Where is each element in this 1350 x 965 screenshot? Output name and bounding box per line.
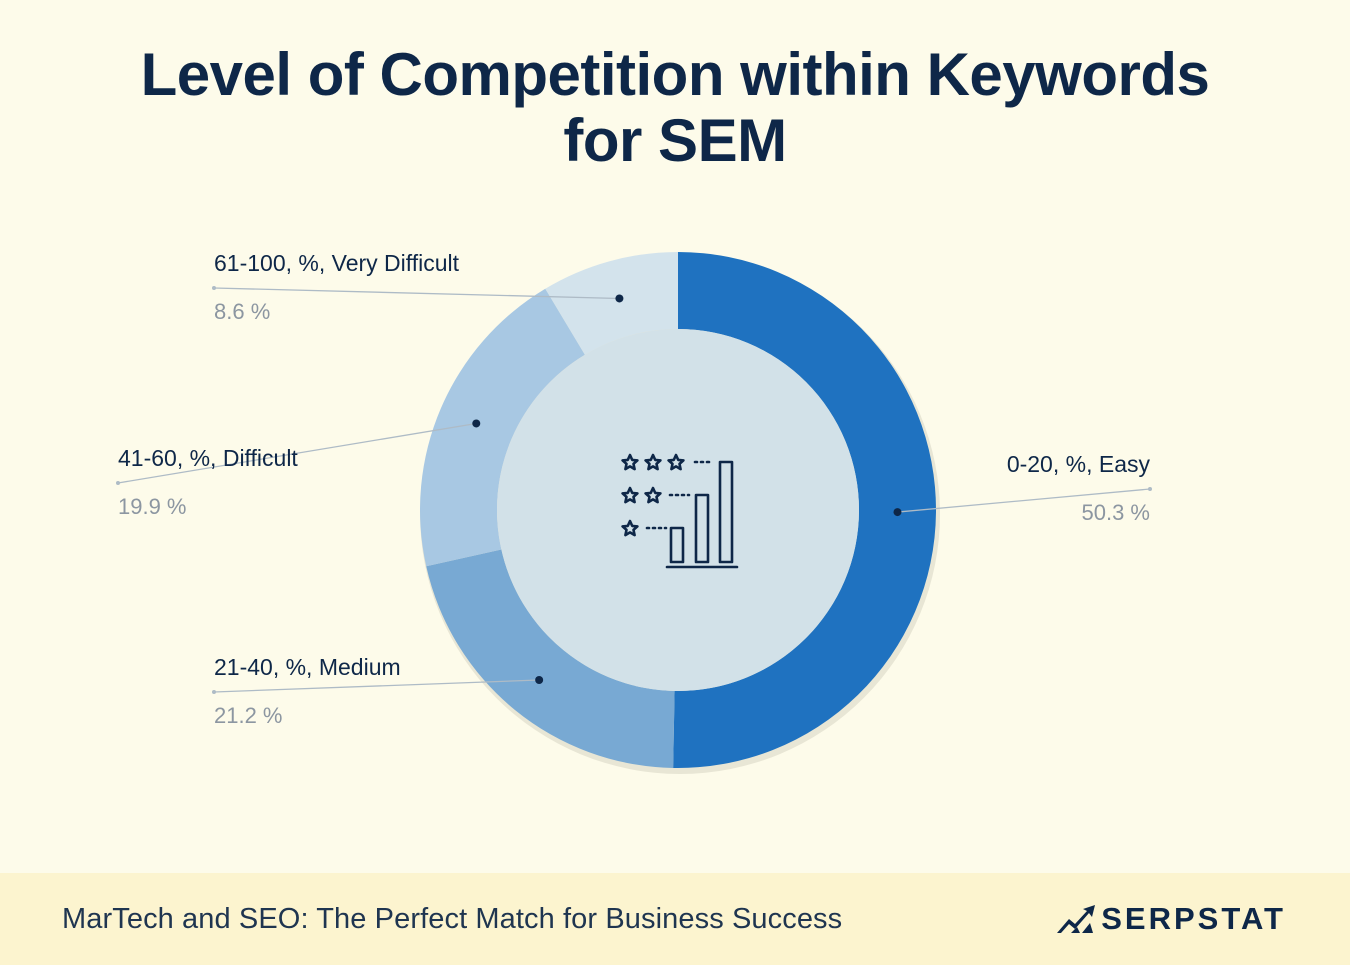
footer-text: MarTech and SEO: The Perfect Match for B… (62, 903, 843, 935)
donut-slice[interactable] (426, 549, 675, 768)
leader-end-dot (116, 481, 120, 485)
chart-title: Level of Competition within Keywords for… (0, 42, 1350, 174)
leader-dot (472, 419, 481, 428)
leader-line (213, 679, 540, 693)
donut-slice[interactable] (673, 252, 936, 768)
slice-callout: 21-40, %, Medium 21.2 % (212, 654, 544, 728)
slice-value-label: 19.9 % (118, 494, 187, 519)
slice-callout: 61-100, %, Very Difficult 8.6 % (212, 250, 624, 324)
brand[interactable]: SERPSTAT (1057, 901, 1286, 937)
slice-value-label: 50.3 % (1082, 500, 1151, 525)
star-icon (667, 453, 685, 471)
star-icon (621, 453, 639, 471)
leader-dot (535, 676, 544, 685)
footer: MarTech and SEO: The Perfect Match for B… (0, 873, 1350, 965)
leader-line (213, 287, 620, 300)
brand-name: SERPSTAT (1101, 901, 1286, 936)
star-icon (621, 486, 639, 504)
slice-label: 41-60, %, Difficult (118, 445, 298, 471)
slice-value-label: 8.6 % (214, 299, 270, 324)
chart-title-line-2: for SEM (563, 107, 787, 174)
slice-label: 21-40, %, Medium (214, 654, 401, 680)
slice-value-label: 21.2 % (214, 703, 283, 728)
leader-line (117, 422, 477, 484)
leader-end-dot (212, 286, 216, 290)
donut-chart: 0-20, %, Easy 50.3 % 21-40, %, Medium 21.2 … (116, 250, 1152, 774)
leader-line (897, 488, 1151, 513)
slice-label: 0-20, %, Easy (1007, 451, 1151, 477)
serpstat-logo-icon (1057, 905, 1096, 933)
slice-callout: 0-20, %, Easy 50.3 % (893, 451, 1152, 525)
leader-dot (893, 508, 902, 517)
leader-dot (615, 294, 624, 303)
star-rating-bar-chart-icon (621, 453, 739, 569)
donut-center (497, 329, 859, 691)
leader-end-dot (212, 690, 216, 694)
star-icon (644, 486, 662, 504)
star-icon (644, 453, 662, 471)
chart-title-line-1: Level of Competition within Keywords (140, 41, 1210, 108)
slice-label: 61-100, %, Very Difficult (214, 250, 460, 276)
star-icon (621, 519, 639, 537)
donut-slice[interactable] (545, 252, 678, 355)
donut-slice[interactable] (420, 288, 585, 567)
leader-end-dot (1148, 487, 1152, 491)
slice-callout: 41-60, %, Difficult 19.9 % (116, 419, 481, 519)
